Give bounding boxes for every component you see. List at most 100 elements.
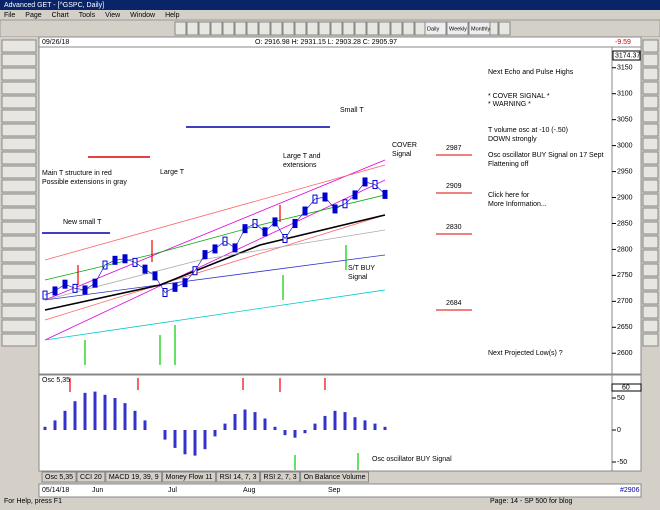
- tool-button[interactable]: [366, 21, 379, 36]
- window-title: Advanced GET - [^GSPC, Daily]: [4, 2, 104, 9]
- osc-bar: [383, 426, 387, 430]
- right-button[interactable]: [642, 95, 659, 109]
- tool-button[interactable]: [294, 21, 307, 36]
- right-button[interactable]: [642, 305, 659, 319]
- left-button[interactable]: [1, 137, 37, 151]
- right-button[interactable]: [642, 235, 659, 249]
- left-button[interactable]: [1, 207, 37, 221]
- left-button[interactable]: [1, 235, 37, 249]
- right-button[interactable]: [642, 81, 659, 95]
- tab-label[interactable]: RSI 14, 7, 3: [220, 474, 257, 481]
- tool-button[interactable]: [174, 21, 187, 36]
- left-button[interactable]: [1, 151, 37, 165]
- tab[interactable]: [105, 471, 163, 483]
- right-button[interactable]: [642, 165, 659, 179]
- left-button[interactable]: [1, 221, 37, 235]
- timeframe-button[interactable]: [468, 21, 491, 36]
- tab-label[interactable]: CCI 20: [80, 474, 102, 481]
- menu-item[interactable]: Page: [25, 12, 41, 19]
- menu-item[interactable]: View: [105, 12, 121, 19]
- right-button[interactable]: [642, 207, 659, 221]
- annotation[interactable]: Click here for: [488, 192, 530, 199]
- right-button[interactable]: [642, 53, 659, 67]
- left-button[interactable]: [1, 109, 37, 123]
- annotation[interactable]: More Information...: [488, 201, 547, 208]
- annotation: extensions: [283, 162, 317, 169]
- tool-button[interactable]: [258, 21, 271, 36]
- tool-button[interactable]: [498, 21, 511, 36]
- right-button[interactable]: [642, 221, 659, 235]
- menu-item[interactable]: File: [4, 12, 15, 19]
- tab-label[interactable]: On Balance Volume: [304, 474, 366, 481]
- tool-button[interactable]: [330, 21, 343, 36]
- menu-item[interactable]: Chart: [52, 12, 69, 19]
- right-button[interactable]: [642, 249, 659, 263]
- tool-button[interactable]: [270, 21, 283, 36]
- left-button[interactable]: [1, 39, 37, 53]
- left-button[interactable]: [1, 123, 37, 137]
- tool-button[interactable]: [378, 21, 391, 36]
- tab[interactable]: [260, 471, 301, 483]
- right-button[interactable]: [642, 319, 659, 333]
- status-help: For Help, press F1: [4, 498, 62, 505]
- tab-label[interactable]: Money Flow 11: [166, 474, 213, 481]
- right-button[interactable]: [642, 109, 659, 123]
- timeframe-button[interactable]: [446, 21, 469, 36]
- left-button[interactable]: [1, 263, 37, 277]
- timeframe-label[interactable]: Daily: [427, 26, 439, 32]
- tool-button[interactable]: [210, 21, 223, 36]
- tool-button[interactable]: [234, 21, 247, 36]
- tool-button[interactable]: [246, 21, 259, 36]
- right-button[interactable]: [642, 179, 659, 193]
- menu-item[interactable]: Help: [165, 12, 180, 19]
- right-button[interactable]: [642, 151, 659, 165]
- left-button[interactable]: [1, 165, 37, 179]
- left-button[interactable]: [1, 179, 37, 193]
- right-button[interactable]: [642, 193, 659, 207]
- tab-label[interactable]: Osc 5,35: [45, 474, 73, 481]
- timeframe-label[interactable]: Monthly: [471, 26, 491, 32]
- menu-item[interactable]: Window: [130, 12, 156, 19]
- menu-item[interactable]: Tools: [79, 12, 96, 19]
- right-button[interactable]: [642, 67, 659, 81]
- left-button[interactable]: [1, 305, 37, 319]
- right-button[interactable]: [642, 333, 659, 347]
- tool-button[interactable]: [186, 21, 199, 36]
- right-button[interactable]: [642, 123, 659, 137]
- left-button[interactable]: [1, 319, 37, 333]
- tab-label[interactable]: RSI 2, 7, 3: [264, 474, 297, 481]
- left-button[interactable]: [1, 81, 37, 95]
- tool-button[interactable]: [354, 21, 367, 36]
- left-button[interactable]: [1, 249, 37, 263]
- left-button[interactable]: [1, 67, 37, 81]
- right-button[interactable]: [642, 39, 659, 53]
- tool-button[interactable]: [318, 21, 331, 36]
- left-button[interactable]: [1, 193, 37, 207]
- tool-button[interactable]: [282, 21, 295, 36]
- left-button[interactable]: [1, 277, 37, 291]
- tab[interactable]: [41, 471, 77, 483]
- tool-button[interactable]: [390, 21, 403, 36]
- tab[interactable]: [162, 471, 217, 483]
- osc-bar: [313, 423, 317, 430]
- tool-button[interactable]: [342, 21, 355, 36]
- left-button[interactable]: [1, 95, 37, 109]
- right-button[interactable]: [642, 277, 659, 291]
- timeframe-label[interactable]: Weekly: [449, 26, 467, 32]
- left-button[interactable]: [1, 53, 37, 67]
- right-button[interactable]: [642, 263, 659, 277]
- tool-button[interactable]: [198, 21, 211, 36]
- tab[interactable]: [300, 471, 369, 483]
- tool-button[interactable]: [222, 21, 235, 36]
- right-button[interactable]: [642, 291, 659, 305]
- timeframe-button[interactable]: [424, 21, 447, 36]
- left-button[interactable]: [1, 333, 37, 347]
- tab[interactable]: [76, 471, 106, 483]
- tool-button[interactable]: [414, 21, 427, 36]
- tool-button[interactable]: [306, 21, 319, 36]
- right-button[interactable]: [642, 137, 659, 151]
- tab[interactable]: [216, 471, 261, 483]
- tab-label[interactable]: MACD 19, 39, 9: [109, 474, 159, 481]
- left-button[interactable]: [1, 291, 37, 305]
- tool-button[interactable]: [402, 21, 415, 36]
